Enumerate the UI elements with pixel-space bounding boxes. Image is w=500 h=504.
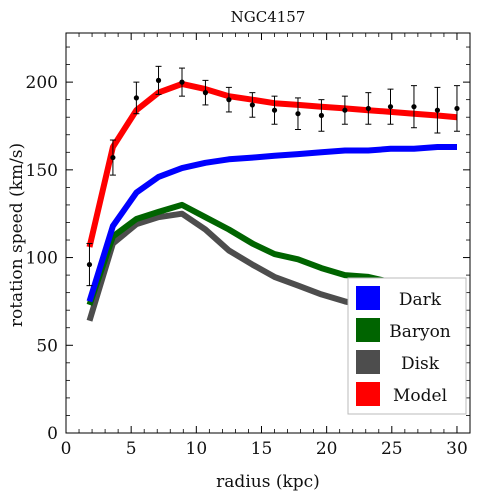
x-axis-label: radius (kpc) <box>216 472 320 492</box>
data-point <box>342 107 348 113</box>
data-point <box>155 77 162 83</box>
data-point <box>86 261 93 268</box>
plot-area: 0 5 10 15 20 25 30 0 50 100 150 200 Dark Baryon Disk Mo… <box>26 32 471 459</box>
data-point <box>318 112 325 119</box>
x-tick-label: 5 <box>126 439 137 459</box>
data-point <box>226 97 232 103</box>
legend: Dark Baryon Disk Model <box>347 277 467 415</box>
legend-swatch-dark <box>356 286 380 310</box>
series-line-dark <box>86 144 457 303</box>
plot-frame <box>65 32 471 434</box>
data-point <box>387 104 394 110</box>
y-tick-label: 150 <box>26 161 58 181</box>
legend-label-baryon: Baryon <box>389 322 451 342</box>
y-tick-label: 50 <box>36 336 58 356</box>
data-point <box>249 102 255 108</box>
y-tick-label: 100 <box>26 249 58 269</box>
data-point <box>133 95 139 101</box>
legend-label-disk: Disk <box>401 354 440 374</box>
legend-label-model: Model <box>393 386 447 406</box>
data-point <box>202 90 209 96</box>
data-point <box>434 107 441 113</box>
x-tick-label: 0 <box>61 439 72 459</box>
y-tick-label: 0 <box>47 424 58 444</box>
data-point <box>365 105 371 112</box>
x-tick-label: 25 <box>381 439 403 459</box>
x-tick-label: 20 <box>316 439 338 459</box>
x-tick-label: 15 <box>251 439 273 459</box>
legend-swatch-baryon <box>356 318 380 342</box>
data-point <box>110 154 116 161</box>
y-axis-label: rotation speed (km/s) <box>7 143 27 327</box>
y-tick-label: 200 <box>26 73 58 93</box>
data-point <box>271 107 278 113</box>
data-point <box>295 111 301 117</box>
x-tick-label: 10 <box>186 439 208 459</box>
x-tick-label: 30 <box>446 439 468 459</box>
legend-swatch-model <box>356 382 380 406</box>
legend-label-dark: Dark <box>399 290 442 310</box>
chart-title: NGC4157 <box>231 8 306 26</box>
data-point <box>454 105 460 112</box>
data-point <box>411 104 417 110</box>
data-point <box>179 79 185 85</box>
legend-swatch-disk <box>356 350 380 374</box>
